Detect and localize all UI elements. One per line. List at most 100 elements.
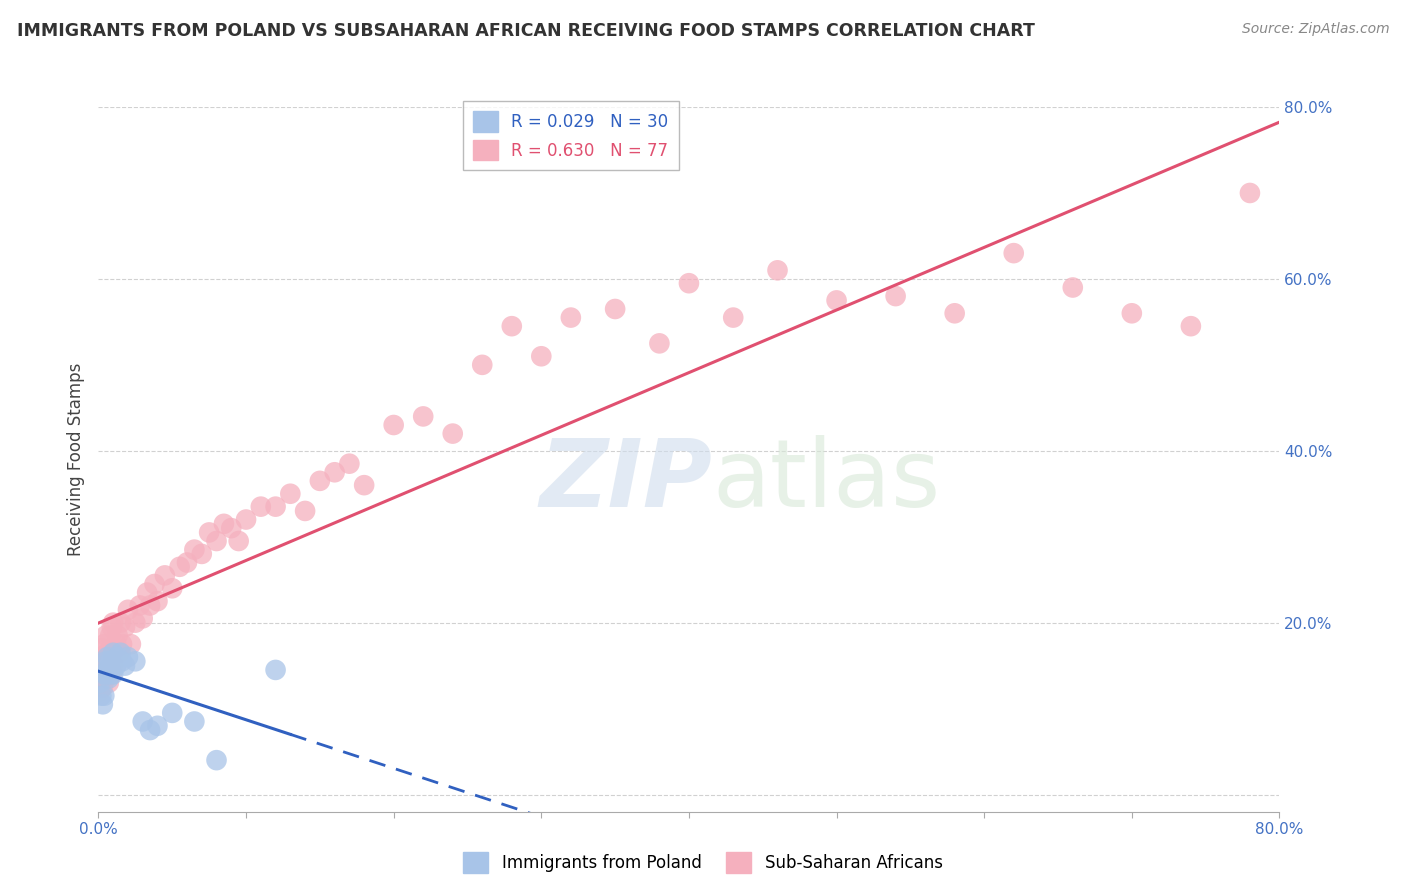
Point xyxy=(110,646,132,660)
Point xyxy=(89,658,111,673)
Point xyxy=(162,706,183,720)
Point xyxy=(280,487,302,501)
Point xyxy=(90,689,112,703)
Point xyxy=(124,654,146,668)
Point xyxy=(98,654,121,668)
Point xyxy=(103,658,125,673)
Point xyxy=(120,637,142,651)
Point xyxy=(91,698,114,712)
Point xyxy=(96,667,118,681)
Point xyxy=(678,277,700,291)
Point xyxy=(264,500,287,514)
Y-axis label: Receiving Food Stamps: Receiving Food Stamps xyxy=(66,363,84,556)
Point xyxy=(205,753,228,767)
Legend: R = 0.029   N = 30, R = 0.630   N = 77: R = 0.029 N = 30, R = 0.630 N = 77 xyxy=(463,102,679,170)
Point xyxy=(560,310,582,325)
Point xyxy=(943,306,966,320)
Point xyxy=(97,675,120,690)
Point xyxy=(90,641,112,656)
Point xyxy=(382,417,405,432)
Point xyxy=(96,663,118,677)
Point xyxy=(169,559,191,574)
Point xyxy=(323,465,346,479)
Point xyxy=(176,556,198,570)
Legend: Immigrants from Poland, Sub-Saharan Africans: Immigrants from Poland, Sub-Saharan Afri… xyxy=(457,846,949,880)
Point xyxy=(530,349,553,363)
Point xyxy=(128,599,150,613)
Point xyxy=(114,658,136,673)
Point xyxy=(94,629,117,643)
Point xyxy=(103,646,125,660)
Point xyxy=(103,615,125,630)
Point xyxy=(117,603,139,617)
Text: atlas: atlas xyxy=(713,434,941,526)
Point xyxy=(91,650,114,665)
Point xyxy=(294,504,316,518)
Point xyxy=(146,719,169,733)
Point xyxy=(105,637,128,651)
Point xyxy=(111,654,134,668)
Point xyxy=(100,667,122,681)
Point xyxy=(93,667,115,681)
Point xyxy=(90,675,112,690)
Point xyxy=(501,319,523,334)
Point xyxy=(94,667,117,681)
Point xyxy=(825,293,848,308)
Point xyxy=(264,663,287,677)
Point xyxy=(96,646,118,660)
Point xyxy=(146,594,169,608)
Point xyxy=(205,534,228,549)
Point xyxy=(117,650,139,665)
Point xyxy=(96,650,118,665)
Point xyxy=(100,658,122,673)
Point xyxy=(132,611,155,625)
Point xyxy=(339,457,361,471)
Point xyxy=(441,426,464,441)
Point xyxy=(114,620,136,634)
Text: ZIP: ZIP xyxy=(540,434,713,526)
Point xyxy=(93,667,115,681)
Point xyxy=(93,637,115,651)
Point xyxy=(98,667,121,681)
Point xyxy=(110,615,132,630)
Point xyxy=(100,620,122,634)
Point xyxy=(107,629,129,643)
Point xyxy=(1239,186,1261,200)
Point xyxy=(471,358,494,372)
Point xyxy=(1121,306,1143,320)
Point xyxy=(648,336,671,351)
Point xyxy=(1180,319,1202,334)
Point xyxy=(228,534,250,549)
Point xyxy=(111,637,134,651)
Point xyxy=(139,723,162,737)
Point xyxy=(1062,280,1084,294)
Point xyxy=(89,675,111,690)
Text: Source: ZipAtlas.com: Source: ZipAtlas.com xyxy=(1241,22,1389,37)
Point xyxy=(221,521,243,535)
Point xyxy=(97,646,120,660)
Point xyxy=(97,672,120,686)
Point xyxy=(94,672,117,686)
Point xyxy=(353,478,375,492)
Point xyxy=(98,629,121,643)
Point xyxy=(212,516,235,531)
Point xyxy=(153,568,176,582)
Point xyxy=(93,689,115,703)
Point xyxy=(235,512,257,526)
Point xyxy=(1002,246,1025,260)
Point xyxy=(162,582,183,596)
Point xyxy=(124,615,146,630)
Point xyxy=(108,646,131,660)
Point xyxy=(884,289,907,303)
Point xyxy=(94,654,117,668)
Point xyxy=(132,714,155,729)
Point xyxy=(103,667,125,681)
Point xyxy=(605,301,627,316)
Point xyxy=(183,542,205,557)
Point xyxy=(104,654,127,668)
Point xyxy=(412,409,434,424)
Point xyxy=(94,654,117,668)
Point xyxy=(139,599,162,613)
Point xyxy=(183,714,205,729)
Point xyxy=(191,547,214,561)
